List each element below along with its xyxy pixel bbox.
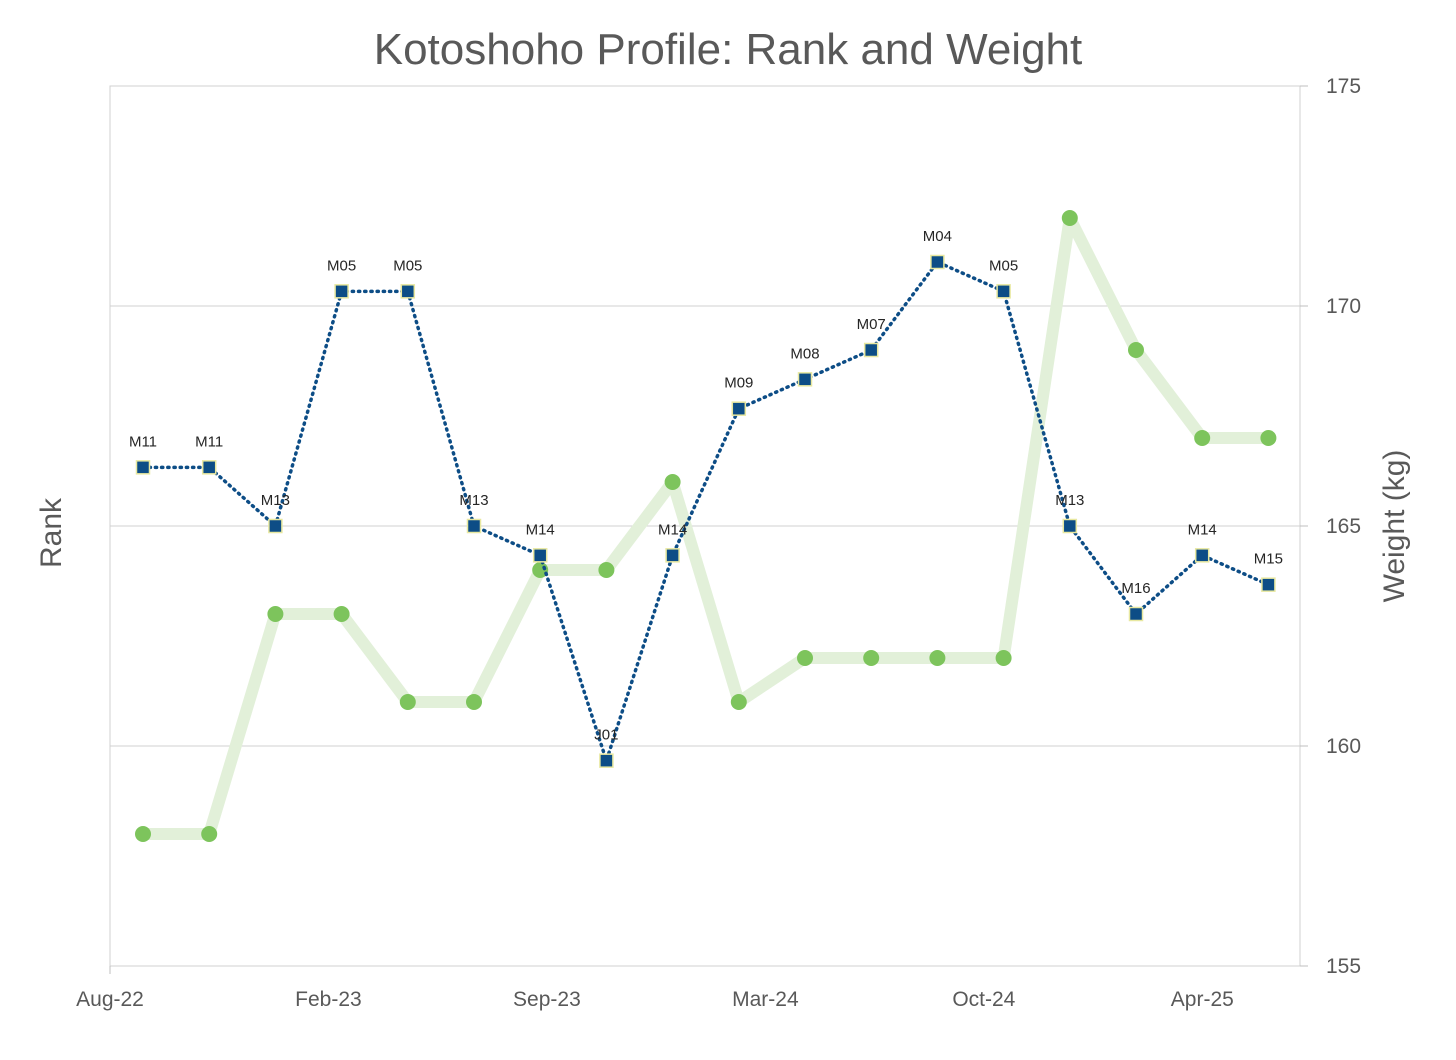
rank-data-label: M11: [129, 433, 157, 450]
weight-point: [929, 650, 946, 666]
weight-point: [1128, 342, 1144, 358]
y-left-axis-title: Rank: [35, 497, 68, 568]
x-tick-label: Oct-24: [952, 988, 1015, 1011]
weight-point: [598, 562, 615, 578]
rank-data-label: M15: [1254, 551, 1283, 568]
weight-point: [267, 606, 284, 622]
rank-point: [201, 460, 217, 475]
weight-point: [466, 694, 482, 710]
rank-line: [141, 259, 1271, 767]
rank-data-label: M13: [1055, 492, 1084, 509]
y-right-tick-label: 160: [1326, 735, 1361, 758]
rank-data-label: M08: [790, 345, 819, 362]
rank-point: [930, 254, 945, 270]
x-axis: Aug-22 Feb-23 Sep-23 Mar-24 Oct-24 Apr-25: [76, 966, 1234, 1011]
x-tick-label: Aug-22: [76, 988, 144, 1011]
rank-data-label: M14: [526, 521, 555, 538]
rank-data-label: J01: [594, 727, 618, 744]
rank-point: [996, 284, 1011, 299]
rank-point: [665, 548, 680, 563]
rank-data-label: M07: [857, 316, 886, 333]
weight-point: [664, 474, 681, 490]
x-tick-label: Sep-23: [513, 988, 581, 1011]
rank-point: [135, 460, 151, 475]
rank-point: [1194, 548, 1210, 563]
rank-data-label: M11: [195, 433, 223, 450]
weight-point: [1061, 210, 1078, 226]
rank-data-label: M13: [261, 492, 290, 509]
rank-point: [863, 342, 879, 358]
weight-point: [797, 650, 813, 666]
rank-point: [1261, 577, 1276, 592]
rank-series: [135, 254, 1276, 768]
chart-title: Kotoshoho Profile: Rank and Weight: [374, 25, 1083, 74]
x-tick-label: Feb-23: [295, 988, 362, 1011]
weight-point: [730, 694, 747, 710]
weight-point: [863, 650, 880, 666]
y-right-axis-title: Weight (kg): [1378, 450, 1411, 603]
weight-point: [995, 650, 1012, 666]
rank-point: [731, 401, 747, 416]
rank-point: [466, 518, 482, 534]
gridlines: [110, 305, 1300, 747]
weight-point: [135, 826, 151, 842]
x-tick-label: Apr-25: [1171, 988, 1234, 1011]
rank-data-label: M05: [989, 257, 1018, 274]
rank-data-label: M04: [923, 228, 952, 245]
rank-point: [797, 372, 813, 387]
rank-point: [400, 284, 416, 299]
rank-point: [268, 518, 283, 534]
y-right-tick-label: 175: [1326, 75, 1361, 98]
rank-point: [532, 548, 548, 563]
rank-point: [599, 753, 614, 768]
y-right-tick-label: 155: [1326, 955, 1361, 978]
rank-point: [1062, 518, 1078, 534]
x-tick-label: Mar-24: [732, 988, 799, 1011]
y-right-axis: 155 160 165 170 175: [1300, 75, 1361, 978]
weight-line: [137, 212, 1275, 840]
rank-data-label: M05: [327, 257, 356, 274]
rank-data-label: M09: [724, 375, 753, 392]
rank-data-label: M13: [459, 492, 488, 509]
rank-point: [1128, 606, 1144, 622]
weight-point: [1260, 430, 1277, 446]
weight-point: [1194, 430, 1211, 446]
weight-point: [399, 694, 416, 710]
rank-data-labels: M11 M11 M13 M05 M05 M13 M14 J01 M14 M09 M08 M07 M04 M…: [129, 228, 1283, 744]
y-right-tick-label: 165: [1326, 515, 1361, 538]
rank-point: [334, 284, 349, 299]
rank-data-label: M14: [1188, 521, 1217, 538]
weight-point: [333, 606, 350, 622]
rank-data-label: M05: [393, 257, 422, 274]
weight-series: [135, 210, 1277, 842]
y-right-tick-label: 170: [1326, 295, 1361, 318]
rank-data-label: M16: [1121, 580, 1150, 597]
weight-point: [201, 826, 218, 842]
rank-data-label: M14: [658, 521, 687, 538]
